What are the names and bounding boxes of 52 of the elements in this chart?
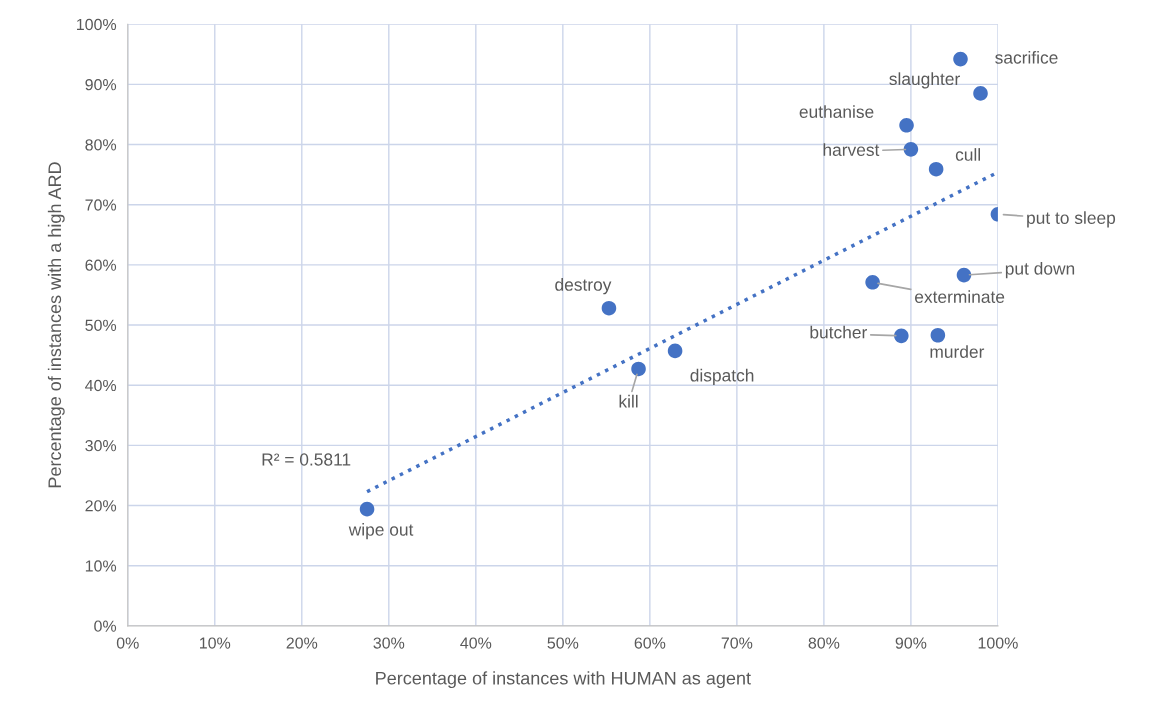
annotation: kill: [619, 394, 638, 408]
annotation: exterminate: [915, 290, 1005, 303]
point: [601, 300, 617, 316]
annotation: sacrifice: [995, 51, 1058, 64]
x-tick-label: 80%: [808, 637, 840, 649]
annotation: dispatch: [690, 368, 754, 385]
point: [956, 267, 972, 283]
point: [903, 142, 919, 157]
point: [928, 161, 944, 177]
x-tick-label: 10%: [200, 637, 231, 649]
point: [359, 501, 375, 517]
x-tick-label: 90%: [895, 637, 927, 649]
x-tick-label: 70%: [721, 637, 753, 649]
y-tick-label: 60%: [85, 259, 117, 271]
x-axis-title: Percentage of instances with HUMAN as agent: [376, 671, 751, 689]
x-tick-label: 40%: [460, 637, 492, 649]
point: [631, 361, 646, 377]
annotation: euthanise: [799, 105, 874, 118]
point: [667, 343, 683, 359]
y-tick-label: 100%: [77, 18, 117, 31]
x-tick-label: 20%: [286, 637, 318, 649]
y-tick-label: 30%: [85, 439, 117, 452]
y-tick-label: 50%: [85, 319, 117, 331]
y-tick-label: 20%: [85, 500, 117, 512]
point: [930, 327, 946, 343]
annotation: murder: [930, 345, 985, 358]
x-tick-label: 30%: [373, 637, 405, 649]
y-tick-label: 70%: [85, 199, 117, 211]
x-tick-label: 50%: [547, 637, 579, 649]
point: [953, 51, 968, 67]
point: [894, 328, 909, 344]
annotation: cull: [955, 148, 980, 161]
x-tick-label: 60%: [634, 637, 666, 649]
point: [973, 86, 988, 101]
point: [899, 118, 914, 133]
annotation: put to sleep: [1027, 211, 1116, 228]
y-tick-label: 80%: [85, 139, 117, 151]
y-tick-label: 40%: [85, 379, 117, 392]
y-tick-label: 0%: [94, 620, 117, 632]
y-tick-label: 10%: [85, 560, 117, 572]
annotation: wipe out: [348, 523, 414, 540]
annotation: destroy: [555, 278, 612, 295]
x-tick-label: 100%: [978, 637, 1018, 649]
annotation: put down: [1005, 262, 1075, 279]
annotation: butcher: [810, 325, 867, 339]
y-tick-label: 90%: [85, 79, 117, 91]
annotation: R² = 0.5811: [262, 453, 351, 466]
y-axis-title: Percentage of instances with a high ARD: [47, 162, 65, 488]
x-tick-label: 0%: [116, 637, 139, 649]
annotation: slaughter: [889, 72, 960, 89]
annotation: harvest: [823, 143, 880, 157]
point: [865, 275, 880, 290]
